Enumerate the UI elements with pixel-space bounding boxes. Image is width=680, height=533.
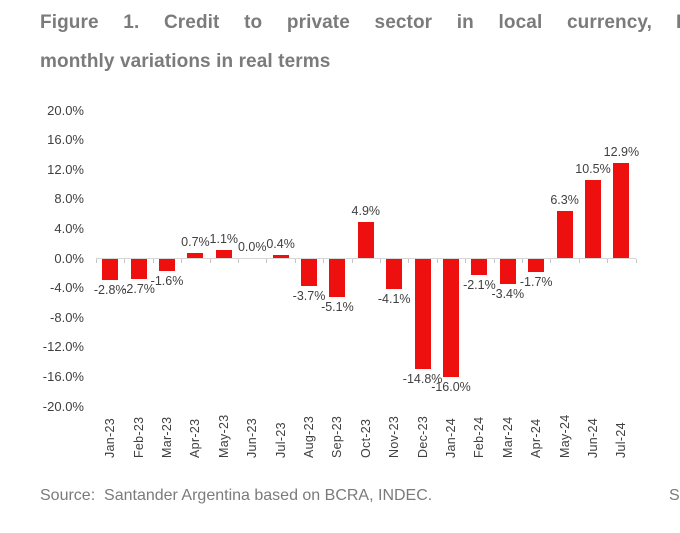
x-axis-tick — [96, 259, 97, 263]
bar-Jan-23 — [102, 259, 119, 280]
x-axis-label-Jul-24: Jul-24 — [614, 422, 629, 458]
bar-Aug-23 — [301, 259, 317, 287]
x-axis-label-Nov-23: Nov-23 — [387, 415, 402, 458]
value-label-May-24: 6.3% — [550, 193, 579, 208]
x-axis-label-Jan-23: Jan-23 — [103, 417, 118, 458]
value-label-Jan-23: -2.8% — [93, 282, 127, 297]
x-axis-label-Aug-23: Aug-23 — [302, 415, 316, 458]
bar-Apr-24 — [528, 259, 545, 272]
bar-Jul-23 — [272, 255, 289, 258]
bar-May-24 — [556, 211, 573, 258]
x-axis-tick — [181, 259, 183, 263]
x-axis-tick — [209, 259, 211, 263]
x-axis-label-Oct-23: Oct-23 — [358, 418, 373, 458]
value-label-Jun-24: 10.5% — [575, 162, 611, 177]
x-axis-tick — [493, 259, 495, 263]
bar-Sep-23 — [329, 259, 346, 297]
y-axis-label: 16.0% — [47, 132, 84, 148]
value-label-Jan-24: -16.0% — [431, 380, 471, 395]
x-axis-label-Sep-23: Sep-23 — [330, 415, 345, 458]
x-axis-label-Dec-23: Dec-23 — [415, 415, 430, 458]
y-axis-label: -16.0% — [42, 368, 84, 384]
value-label-Sep-23: -5.1% — [321, 299, 354, 314]
y-axis-label: 0.0% — [54, 250, 84, 266]
bar-Nov-23 — [386, 259, 403, 290]
x-axis-label-May-24: May-24 — [557, 414, 572, 458]
bar-Jun-24 — [585, 180, 601, 258]
x-axis-tick — [124, 259, 126, 263]
x-axis-label-May-23: May-23 — [216, 414, 231, 458]
y-axis-label: 4.0% — [54, 220, 84, 236]
y-axis-label: 8.0% — [54, 191, 84, 207]
x-axis-label-Mar-24: Mar-24 — [500, 416, 515, 458]
x-axis-tick — [294, 259, 296, 263]
value-label-Aug-23: -3.7% — [292, 289, 326, 304]
x-axis-line — [96, 258, 636, 259]
bar-Feb-23 — [130, 259, 147, 279]
value-label-Apr-24: -1.7% — [519, 274, 553, 289]
x-axis-label-Apr-23: Apr-23 — [188, 418, 203, 458]
value-label-Mar-23: -1.6% — [150, 273, 184, 288]
y-axis-label: 12.0% — [47, 161, 84, 177]
value-label-May-23: 1.1% — [209, 231, 239, 246]
value-label-Feb-24: -2.1% — [463, 277, 496, 292]
bar-Feb-24 — [471, 259, 488, 275]
figure-title-line-1: Figure 1. Credit to private sector in lo… — [40, 12, 652, 33]
x-axis-label-Jan-24: Jan-24 — [444, 417, 458, 458]
x-axis-tick — [380, 259, 381, 263]
x-axis-tick — [635, 259, 637, 263]
x-axis-label-Jun-24: Jun-24 — [586, 417, 600, 458]
x-axis-tick — [550, 259, 552, 263]
value-label-Oct-23: 4.9% — [351, 203, 381, 218]
y-axis-label: 20.0% — [47, 102, 84, 118]
value-label-Jul-24: 12.9% — [603, 144, 640, 159]
x-axis-label-Feb-23: Feb-23 — [131, 416, 146, 458]
y-axis-label: -8.0% — [50, 309, 84, 325]
x-axis-tick — [238, 259, 239, 263]
y-axis-label: -4.0% — [50, 280, 84, 296]
source-text: Source: Santander Argentina based on BCR… — [40, 487, 433, 504]
x-axis-tick — [323, 259, 325, 263]
y-axis-label: -12.0% — [42, 339, 84, 355]
y-axis-label: -20.0% — [42, 398, 84, 414]
figure-title-line-2: monthly variations in real terms — [40, 51, 331, 72]
x-axis-label-Jul-23: Jul-23 — [273, 422, 288, 458]
bar-Oct-23 — [357, 221, 374, 258]
x-axis-label-Mar-23: Mar-23 — [160, 416, 174, 458]
x-axis-tick — [522, 259, 523, 263]
x-axis-tick — [351, 259, 353, 263]
value-label-Jun-23: 0.0% — [237, 240, 267, 254]
bar-Mar-23 — [159, 259, 175, 271]
value-label-Nov-23: -4.1% — [377, 292, 411, 307]
bar-Jul-24 — [613, 162, 630, 258]
value-label-Mar-24: -3.4% — [491, 287, 525, 302]
bar-Dec-23 — [414, 259, 431, 369]
x-axis-label-Jun-23: Jun-23 — [245, 417, 260, 458]
clipped-next-column-source-fragment: S — [669, 487, 680, 504]
value-label-Apr-23: 0.7% — [181, 234, 210, 249]
x-axis-tick — [408, 259, 410, 263]
bar-Apr-23 — [187, 252, 204, 258]
bar-Jan-24 — [443, 259, 459, 378]
x-axis-tick — [465, 259, 467, 263]
value-label-Feb-23: -2.7% — [122, 282, 155, 296]
bar-May-23 — [215, 249, 232, 258]
value-label-Dec-23: -14.8% — [402, 371, 443, 386]
x-axis-tick — [152, 259, 154, 263]
x-axis-tick — [578, 259, 580, 263]
x-axis-label-Feb-24: Feb-24 — [472, 416, 487, 458]
x-axis-label-Apr-24: Apr-24 — [529, 418, 544, 458]
bar-Mar-24 — [499, 259, 516, 285]
x-axis-tick — [607, 259, 609, 263]
value-label-Jul-23: 0.4% — [266, 237, 295, 251]
clipped-next-column-title-fragment: F — [676, 12, 680, 34]
x-axis-tick — [266, 259, 268, 263]
x-axis-tick — [436, 259, 438, 263]
